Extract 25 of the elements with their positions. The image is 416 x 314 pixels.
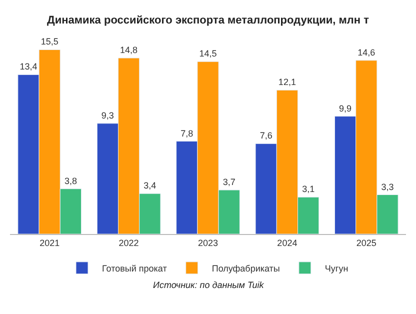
x-tick-label: 2023	[198, 238, 218, 248]
chart-title: Динамика российского экспорта металлопродукции, млн т	[47, 14, 370, 26]
data-label: 14,5	[199, 48, 217, 59]
x-tick-label: 2024	[277, 238, 298, 248]
x-tick-label: 2022	[118, 238, 139, 248]
data-label: 3,4	[144, 180, 156, 191]
legend-label: Готовый прокат	[102, 263, 167, 274]
data-label: 13,4	[20, 62, 38, 72]
data-label: 7,8	[180, 128, 194, 138]
data-label: 3,3	[381, 182, 394, 192]
x-tick-label: 2021	[40, 238, 60, 248]
data-label: 7,6	[260, 130, 272, 141]
data-label: 3,8	[64, 176, 77, 186]
data-label: 3,7	[222, 177, 236, 188]
data-label: 12,1	[278, 77, 296, 88]
x-tick-label: 2025	[356, 238, 376, 248]
data-label: 9,9	[339, 103, 352, 114]
data-label: 15,5	[40, 36, 58, 47]
legend-label: Полуфабрикаты	[212, 263, 280, 274]
legend-label: Чугун	[324, 263, 348, 274]
data-label: 14,6	[358, 47, 376, 58]
text: Источник: по данным Tuik	[153, 280, 264, 290]
data-label: 3,1	[302, 184, 315, 194]
data-label: 9,3	[101, 110, 114, 120]
data-label: 14,8	[120, 45, 138, 56]
